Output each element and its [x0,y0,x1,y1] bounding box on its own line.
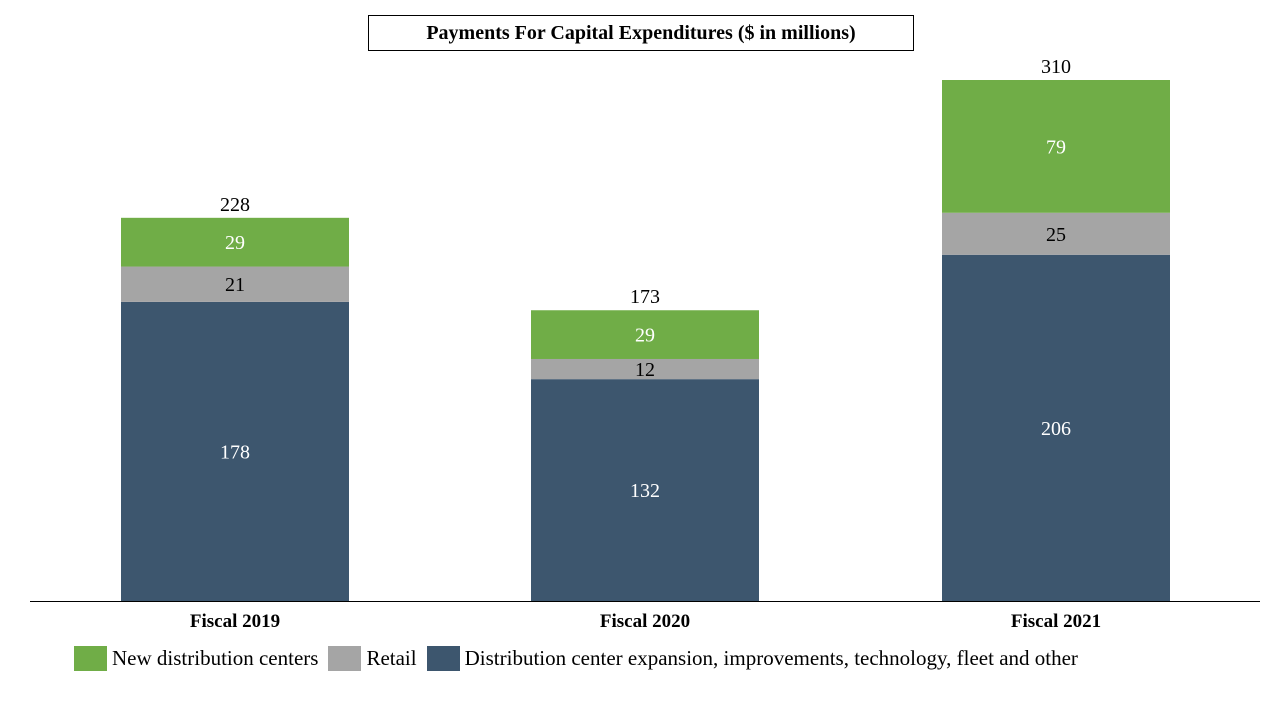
data-label: 178 [220,441,250,463]
legend-label: Distribution center expansion, improveme… [464,646,1078,670]
bar-segment [121,301,349,601]
total-label: 228 [220,194,250,216]
legend-swatch [426,646,460,671]
legend-item: New distribution centers [74,646,318,671]
legend-swatch [74,646,107,671]
x-tick-label: Fiscal 2021 [1011,611,1101,632]
bar-segment [121,217,349,267]
bar-segment [942,80,1170,213]
data-label: 132 [630,480,660,502]
data-label: 21 [225,274,245,296]
data-label: 29 [635,325,655,347]
total-label: 173 [630,286,660,308]
chart-title: Payments For Capital Expenditures ($ in … [368,15,914,51]
bar-segment [942,212,1170,255]
bar-segment [531,379,759,601]
x-tick-label: Fiscal 2020 [600,611,690,632]
legend-label: Retail [366,646,417,670]
bar-segment [531,358,759,380]
legend-label: New distribution centers [112,646,319,670]
legend: New distribution centers Retail Distributi… [74,646,1088,671]
legend-item: Distribution center expansion, improveme… [426,646,1078,671]
data-label: 206 [1041,418,1071,440]
legend-swatch [328,646,362,671]
bar-segment [531,310,759,359]
data-label: 29 [225,232,245,254]
data-label: 12 [635,359,655,381]
bar-segment [942,254,1170,601]
data-label: 79 [1046,136,1066,158]
legend-item: Retail [328,646,417,671]
data-label: 25 [1046,224,1066,246]
bar-segment [121,266,349,302]
total-label: 310 [1041,56,1071,78]
x-tick-label: Fiscal 2019 [190,611,280,632]
